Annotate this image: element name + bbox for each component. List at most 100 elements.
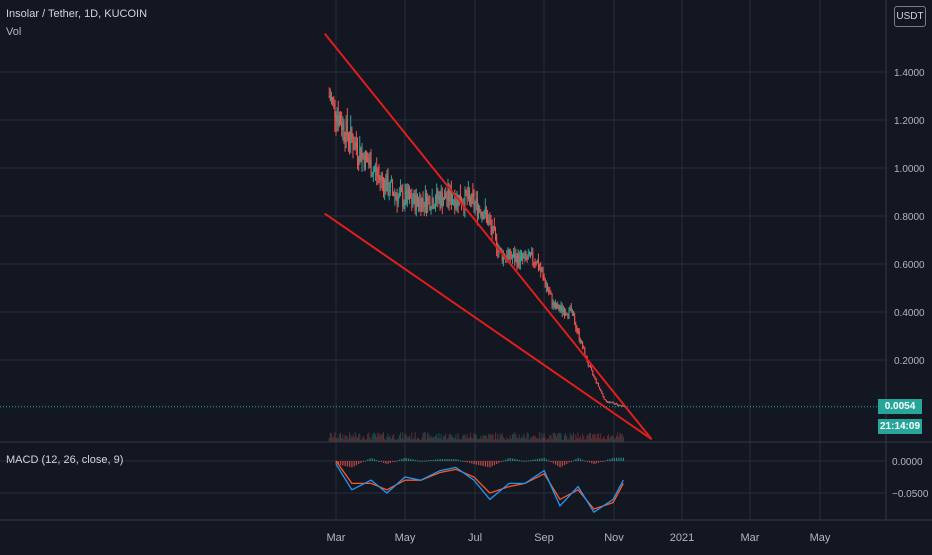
- macd-histogram-bar: [378, 461, 380, 462]
- volume-bar: [514, 432, 516, 442]
- volume-bar: [590, 433, 592, 442]
- candle-body: [523, 256, 525, 259]
- macd-histogram-bar: [389, 461, 391, 463]
- candle-body: [510, 258, 512, 260]
- macd-histogram-bar: [491, 461, 493, 467]
- volume-bar: [361, 438, 363, 442]
- volume-bar: [611, 435, 613, 442]
- macd-histogram-bar: [353, 461, 355, 467]
- candle-body: [544, 279, 546, 287]
- currency-unit-button[interactable]: USDT: [894, 6, 926, 27]
- candle-body: [485, 207, 487, 215]
- volume-bar: [334, 432, 336, 442]
- volume-bar: [354, 432, 356, 442]
- volume-bar: [472, 438, 474, 442]
- volume-bar: [442, 436, 444, 442]
- macd-histogram-bar: [346, 461, 349, 467]
- candle-body: [557, 304, 559, 309]
- volume-bar: [593, 434, 595, 442]
- volume-bar: [505, 439, 507, 442]
- volume-bar: [392, 435, 394, 442]
- volume-bar: [560, 433, 562, 442]
- candle-body: [578, 330, 580, 340]
- macd-histogram-bar: [579, 458, 582, 461]
- candle-body: [395, 194, 397, 197]
- macd-histogram-bar: [611, 458, 613, 461]
- candle-body: [332, 98, 334, 100]
- candle-body: [336, 115, 338, 122]
- macd-histogram-bar: [548, 460, 550, 462]
- macd-histogram-bar: [586, 461, 588, 462]
- volume-bar: [432, 437, 434, 442]
- macd-histogram-bar: [604, 460, 606, 462]
- volume-bar: [612, 435, 614, 442]
- candle-body: [388, 192, 390, 194]
- macd-histogram-bar: [602, 461, 604, 462]
- volume-bar: [586, 434, 588, 442]
- volume-legend: Vol: [6, 26, 22, 38]
- macd-histogram-bar: [593, 461, 595, 465]
- macd-histogram-bar: [355, 461, 358, 466]
- candle-body: [439, 195, 441, 207]
- volume-bar: [522, 437, 524, 442]
- volume-bar: [341, 438, 343, 442]
- macd-histogram-bar: [466, 461, 468, 463]
- candle-body: [368, 162, 370, 165]
- candle-body: [545, 286, 547, 288]
- candle-body: [372, 170, 374, 176]
- volume-bar: [525, 438, 527, 442]
- volume-bar: [346, 436, 348, 442]
- candle-body: [559, 309, 561, 311]
- macd-histogram-bar: [471, 461, 473, 464]
- candle-body: [547, 286, 549, 291]
- candle-body: [346, 119, 348, 136]
- volume-bar: [396, 439, 398, 442]
- volume-bar: [411, 432, 413, 442]
- volume-bar: [464, 434, 466, 442]
- macd-histogram-bar: [573, 460, 575, 462]
- candle-body: [597, 383, 599, 387]
- macd-histogram-bar: [403, 458, 405, 461]
- volume-bar: [458, 438, 460, 442]
- macd-histogram-bar: [489, 461, 491, 468]
- macd-histogram-bar: [369, 458, 371, 461]
- macd-histogram-bar: [616, 457, 618, 461]
- candle-body: [470, 197, 472, 204]
- candle-body: [620, 405, 622, 407]
- candle-body: [433, 206, 435, 208]
- volume-bar: [401, 438, 403, 442]
- candle-body: [579, 339, 581, 343]
- candle-body: [465, 189, 467, 195]
- volume-bar: [398, 434, 400, 442]
- volume-bar: [419, 439, 421, 442]
- candle-body: [371, 175, 373, 177]
- candle-body: [483, 214, 485, 219]
- volume-bar: [597, 433, 599, 442]
- volume-bar: [422, 433, 424, 442]
- candle-body: [543, 274, 545, 280]
- candle-body: [393, 191, 395, 196]
- volume-bar: [410, 438, 412, 442]
- volume-bar: [438, 433, 440, 442]
- candle-body: [333, 98, 335, 101]
- candle-body: [379, 175, 381, 180]
- macd-histogram-bar: [394, 461, 396, 462]
- macd-histogram-bar: [335, 461, 337, 465]
- macd-histogram-bar: [396, 460, 398, 462]
- volume-bar: [604, 438, 606, 442]
- volume-bar: [371, 435, 373, 442]
- macd-histogram-bar: [516, 459, 518, 461]
- candle-body: [566, 313, 568, 315]
- macd-histogram-bar: [561, 461, 563, 467]
- volume-bar: [416, 437, 418, 442]
- volume-bar: [447, 438, 449, 442]
- candle-body: [590, 365, 592, 368]
- volume-bar: [377, 432, 379, 442]
- candle-body: [554, 303, 556, 308]
- candle-body: [611, 402, 613, 404]
- volume-bar: [380, 433, 382, 442]
- volume-bar: [448, 434, 450, 442]
- candle-body: [541, 271, 543, 273]
- candle-body: [392, 181, 394, 192]
